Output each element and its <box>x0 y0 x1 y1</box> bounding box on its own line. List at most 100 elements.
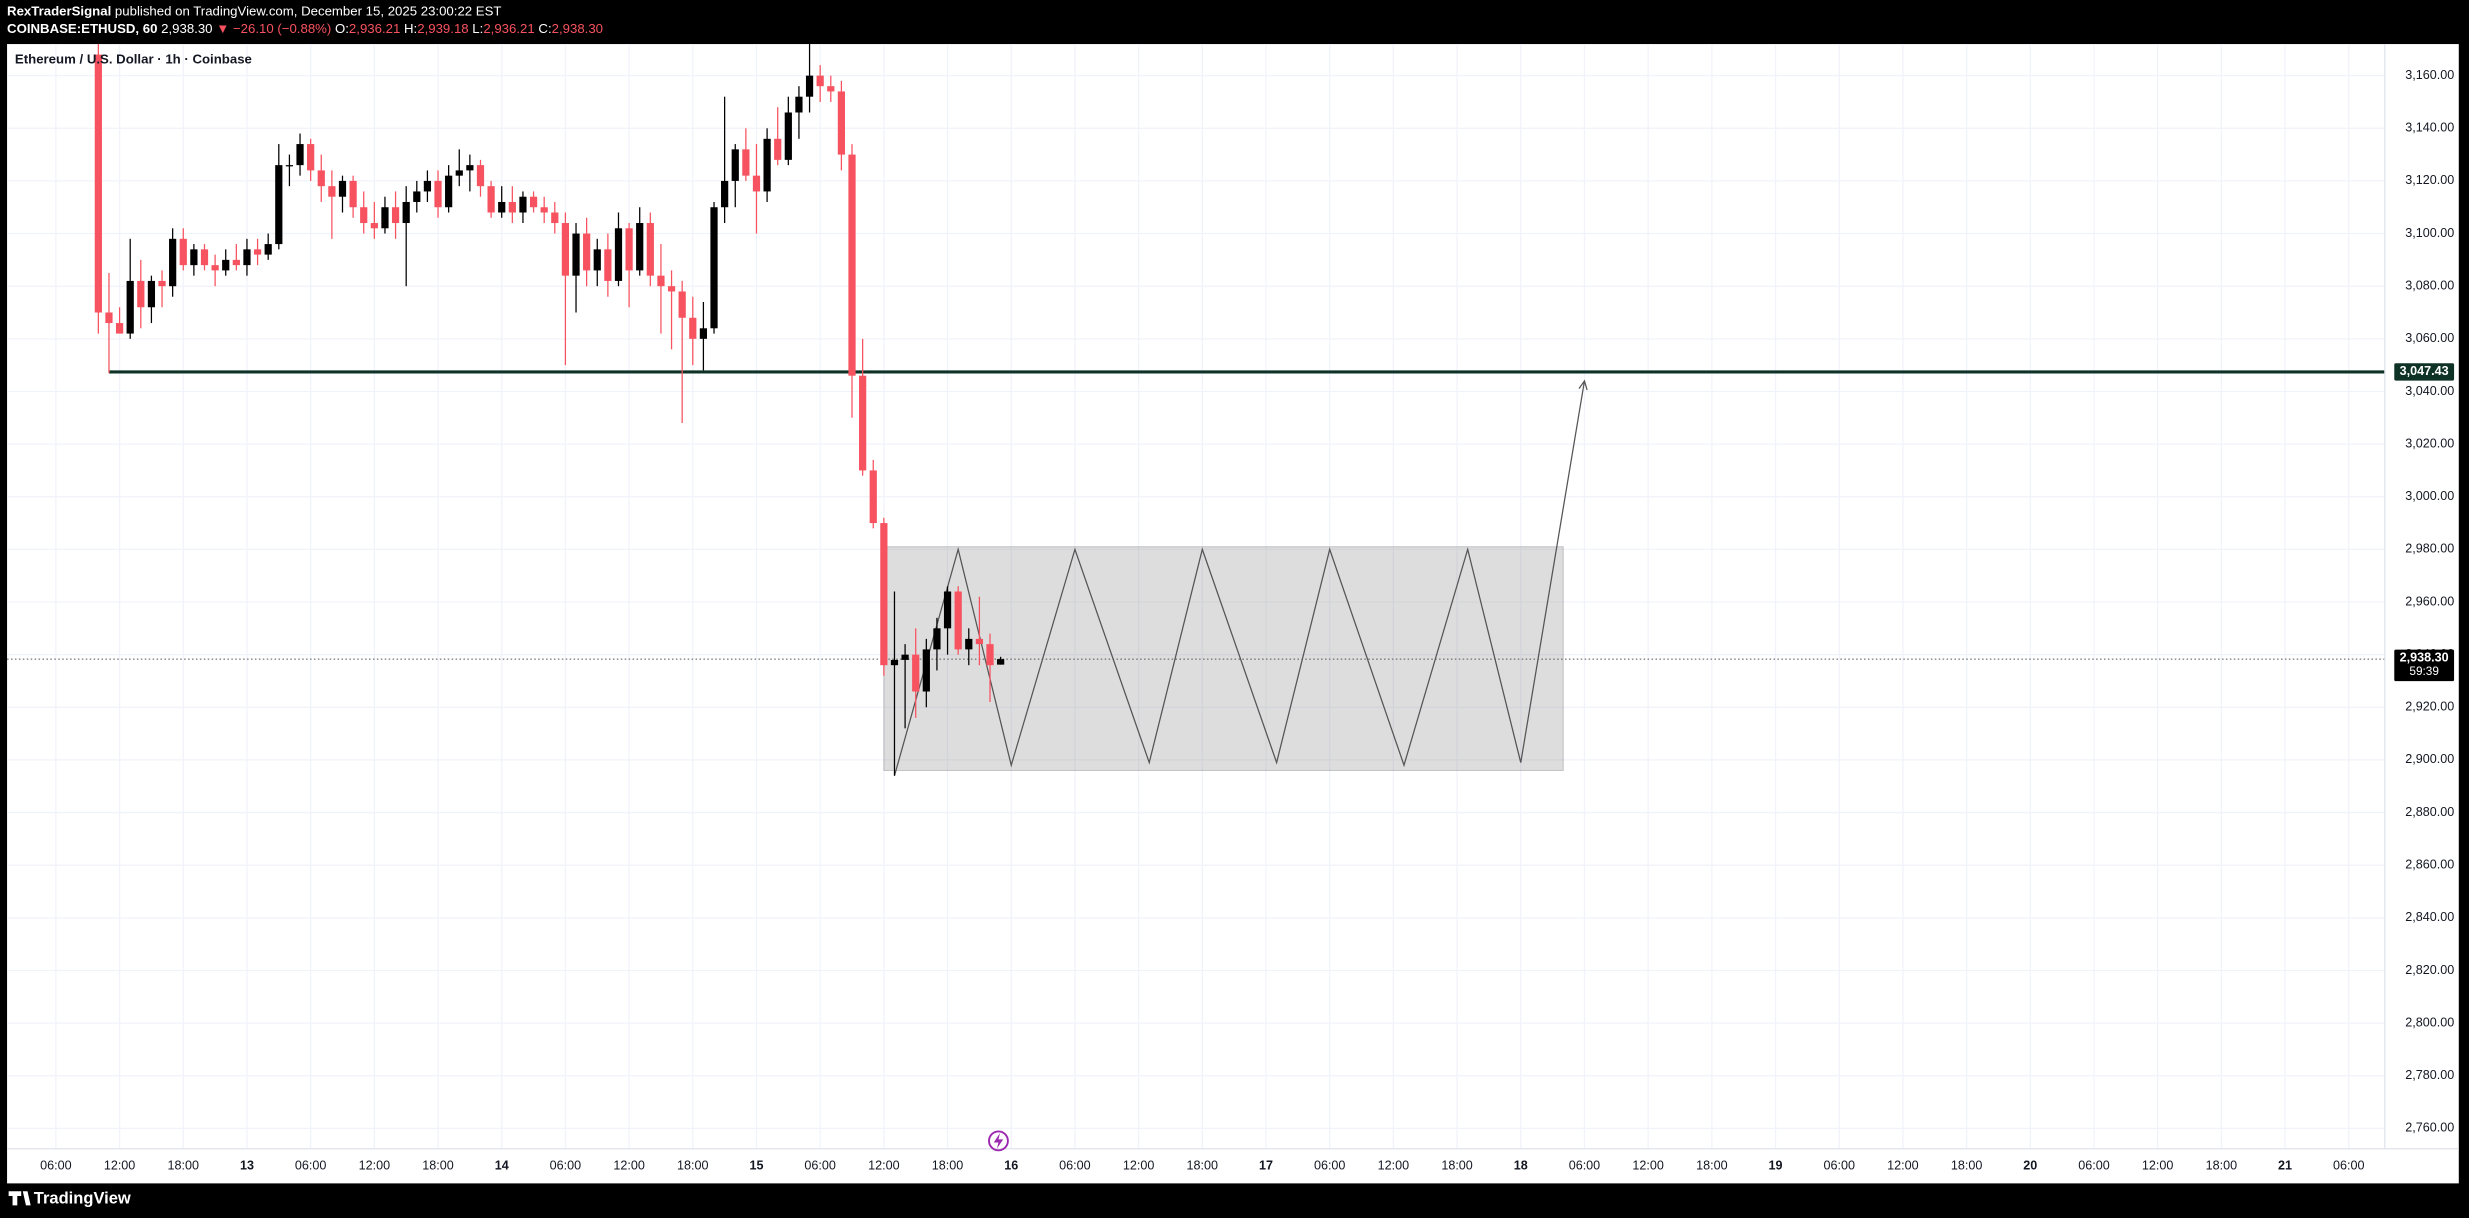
x-tick-label: 18:00 <box>1441 1158 1472 1172</box>
x-tick-label: 06:00 <box>295 1158 326 1172</box>
candle-body <box>126 280 134 334</box>
x-tick-label: 18:00 <box>168 1158 199 1172</box>
candle-body <box>774 138 782 160</box>
level-label: 3,047.43 <box>2400 364 2449 378</box>
candle-body <box>158 280 166 287</box>
candle-body <box>487 186 495 213</box>
candle-body <box>296 144 304 166</box>
candle-body <box>253 249 262 255</box>
candle-body <box>455 170 463 176</box>
candle-body <box>413 191 421 202</box>
candle-body <box>285 165 294 167</box>
candle-body <box>880 523 888 666</box>
candle-body <box>689 317 697 339</box>
candle-body <box>519 196 527 213</box>
candle-body <box>752 175 761 192</box>
candle-body <box>912 654 920 692</box>
candle-body <box>349 180 357 208</box>
y-tick-label: 3,080.00 <box>2405 279 2454 293</box>
candle-body <box>731 149 739 181</box>
candle-body <box>848 154 856 376</box>
level-label-box <box>2394 363 2455 381</box>
candle-body <box>678 291 686 318</box>
x-tick-label: 18:00 <box>1187 1158 1218 1172</box>
candle-body <box>115 323 124 334</box>
candle-body <box>529 196 538 208</box>
replay-icon <box>988 1130 1009 1152</box>
candle-body <box>593 249 601 271</box>
candle-body <box>391 207 400 224</box>
y-tick-label: 2,980.00 <box>2405 542 2454 556</box>
y-tick-label: 3,020.00 <box>2405 436 2454 450</box>
candle-body <box>211 265 219 271</box>
candle-body <box>307 144 315 171</box>
candle-body <box>901 654 909 660</box>
candle-body <box>370 223 378 229</box>
candle-body <box>360 207 368 224</box>
candle-body <box>508 201 516 213</box>
x-tick-label: 18:00 <box>677 1158 708 1172</box>
x-tick-label: 12:00 <box>1123 1158 1154 1172</box>
range-box <box>883 546 1564 771</box>
y-tick-label: 2,960.00 <box>2405 594 2454 608</box>
candle-body <box>721 180 729 208</box>
candles <box>94 44 1005 776</box>
candle-body <box>328 186 336 197</box>
x-tick-label: 06:00 <box>2333 1158 2364 1172</box>
candle-body <box>667 286 676 292</box>
candle-body <box>137 280 145 308</box>
candle-body <box>625 228 633 271</box>
ohlc-label: C: <box>538 21 551 36</box>
candle-body <box>636 223 644 271</box>
x-tick-label: 12:00 <box>1887 1158 1918 1172</box>
x-tick-label: 12:00 <box>2142 1158 2173 1172</box>
symbol: COINBASE:ETHUSD, 60 <box>7 21 157 36</box>
candle-body <box>837 91 846 155</box>
x-tick-label: 06:00 <box>804 1158 835 1172</box>
candle-body <box>583 233 591 271</box>
x-tick-label: 12:00 <box>613 1158 644 1172</box>
candle-body <box>859 375 867 471</box>
y-tick-label: 3,060.00 <box>2405 331 2454 345</box>
y-tick-label: 2,900.00 <box>2405 752 2454 766</box>
candle-body <box>498 201 506 213</box>
x-tick-label: 18:00 <box>1951 1158 1982 1172</box>
change: ▼ −26.10 (−0.88%) <box>216 21 331 36</box>
candle-body <box>445 175 453 208</box>
candle-body <box>614 228 623 281</box>
candle-body <box>604 249 612 281</box>
candle-body <box>943 591 952 629</box>
x-tick-label: 18:00 <box>2206 1158 2237 1172</box>
ohlc-label: L: <box>472 21 483 36</box>
candle-body <box>317 170 325 187</box>
x-tick-label: 06:00 <box>1823 1158 1854 1172</box>
y-tick-label: 2,840.00 <box>2405 910 2454 924</box>
projection-path <box>893 380 1586 776</box>
projection-arrowhead <box>1578 379 1588 391</box>
x-tick-label: 06:00 <box>40 1158 71 1172</box>
author: RexTraderSignal <box>7 4 111 19</box>
last-price-label: 2,938.30 <box>2400 651 2449 665</box>
candle-body <box>922 649 930 692</box>
x-tick-label: 13 <box>240 1158 254 1172</box>
y-tick-label: 2,920.00 <box>2405 700 2454 714</box>
y-tick-label: 3,120.00 <box>2405 173 2454 187</box>
ohlc-label: O: <box>335 21 349 36</box>
candle-body <box>742 149 750 176</box>
candle-body <box>551 212 559 224</box>
x-tick-label: 06:00 <box>550 1158 581 1172</box>
candle-body <box>540 207 548 213</box>
brand: TradingView <box>34 1188 131 1207</box>
y-tick-label: 2,860.00 <box>2405 858 2454 872</box>
candle-body <box>423 180 432 192</box>
x-tick-label: 20 <box>2023 1158 2037 1172</box>
x-tick-label: 17 <box>1259 1158 1273 1172</box>
countdown-label: 59:39 <box>2409 664 2439 678</box>
last-price-box <box>2394 649 2455 682</box>
candle-body <box>222 259 230 271</box>
candle-body <box>933 628 941 650</box>
candle-body <box>986 644 994 666</box>
candle-body <box>381 207 389 229</box>
y-tick-label: 2,800.00 <box>2405 1015 2454 1029</box>
